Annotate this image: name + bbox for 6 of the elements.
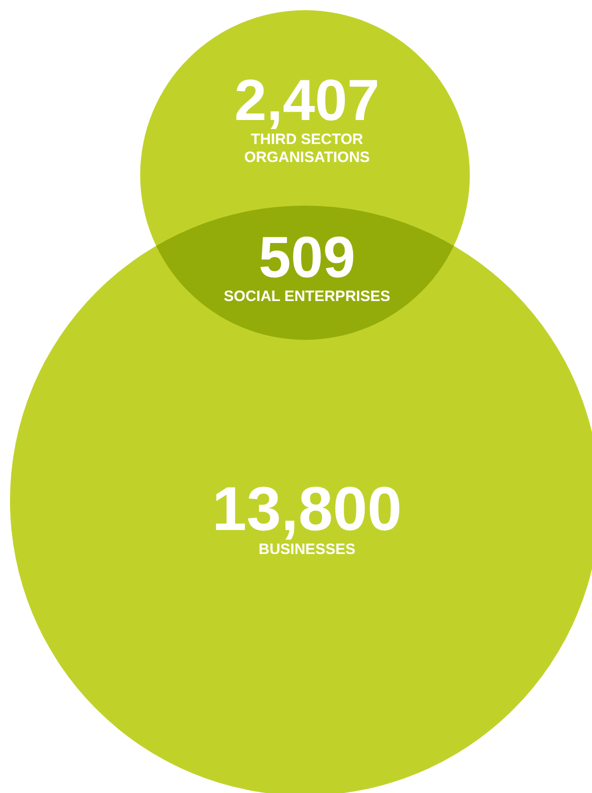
data-label: 2,407 bbox=[234, 68, 380, 133]
data-label: 509 bbox=[258, 225, 356, 290]
category-label: SOCIAL ENTERPRISES bbox=[224, 288, 390, 305]
category-label: BUSINESSES bbox=[258, 541, 356, 558]
data-label: 13,800 bbox=[212, 475, 402, 544]
category-label: THIRD SECTOR ORGANISATIONS bbox=[244, 131, 370, 166]
